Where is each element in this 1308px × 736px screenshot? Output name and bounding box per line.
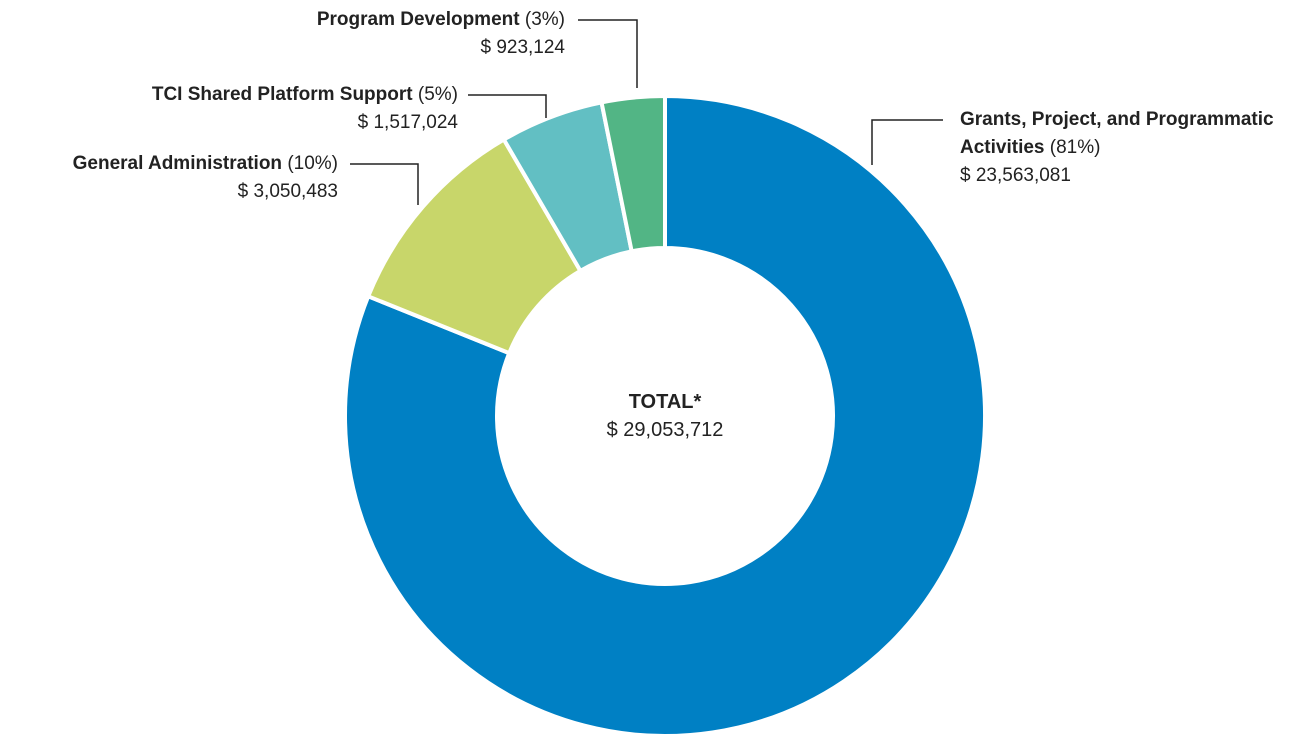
- value-label: $ 1,517,024: [357, 112, 458, 133]
- slice: [599, 93, 667, 254]
- slice-label: Grants, Project, and Programmatic Activi…: [960, 106, 1295, 190]
- total-value: $ 29,053,712: [606, 419, 724, 441]
- slice-label: TCI Shared Platform Support (5%) $ 1,517,…: [0, 81, 458, 137]
- leader-line: [871, 119, 943, 165]
- leader-line: [468, 94, 547, 118]
- leader-line: [578, 19, 638, 88]
- category-name: Program Development: [316, 9, 520, 30]
- percent-label: (81%): [1049, 137, 1101, 158]
- total: TOTAL* $ 29,053,712: [565, 388, 765, 444]
- value-label: $ 3,050,483: [237, 181, 338, 202]
- leader-line: [350, 163, 419, 205]
- label-line: TCI Shared Platform Support (5%): [0, 81, 458, 109]
- category-name: Grants, Project, and Programmatic Activi…: [960, 109, 1274, 158]
- label-line: Program Development (3%): [0, 6, 565, 34]
- category-name: General Administration: [72, 153, 283, 174]
- percent-label: (3%): [524, 9, 565, 30]
- percent-label: (10%): [287, 153, 338, 174]
- slice-label: Program Development (3%) $ 923,124: [0, 6, 565, 62]
- value-label: $ 23,563,081: [960, 165, 1071, 186]
- percent-label: (5%): [417, 84, 458, 105]
- slice: [343, 93, 987, 736]
- slice-label: General Administration (10%) $ 3,050,483: [0, 150, 338, 206]
- value-label: $ 923,124: [480, 37, 565, 58]
- category-name: TCI Shared Platform Support: [151, 84, 413, 105]
- label-line: General Administration (10%): [0, 150, 338, 178]
- total-label: TOTAL*: [628, 391, 702, 413]
- label-line: Grants, Project, and Programmatic Activi…: [960, 106, 1295, 162]
